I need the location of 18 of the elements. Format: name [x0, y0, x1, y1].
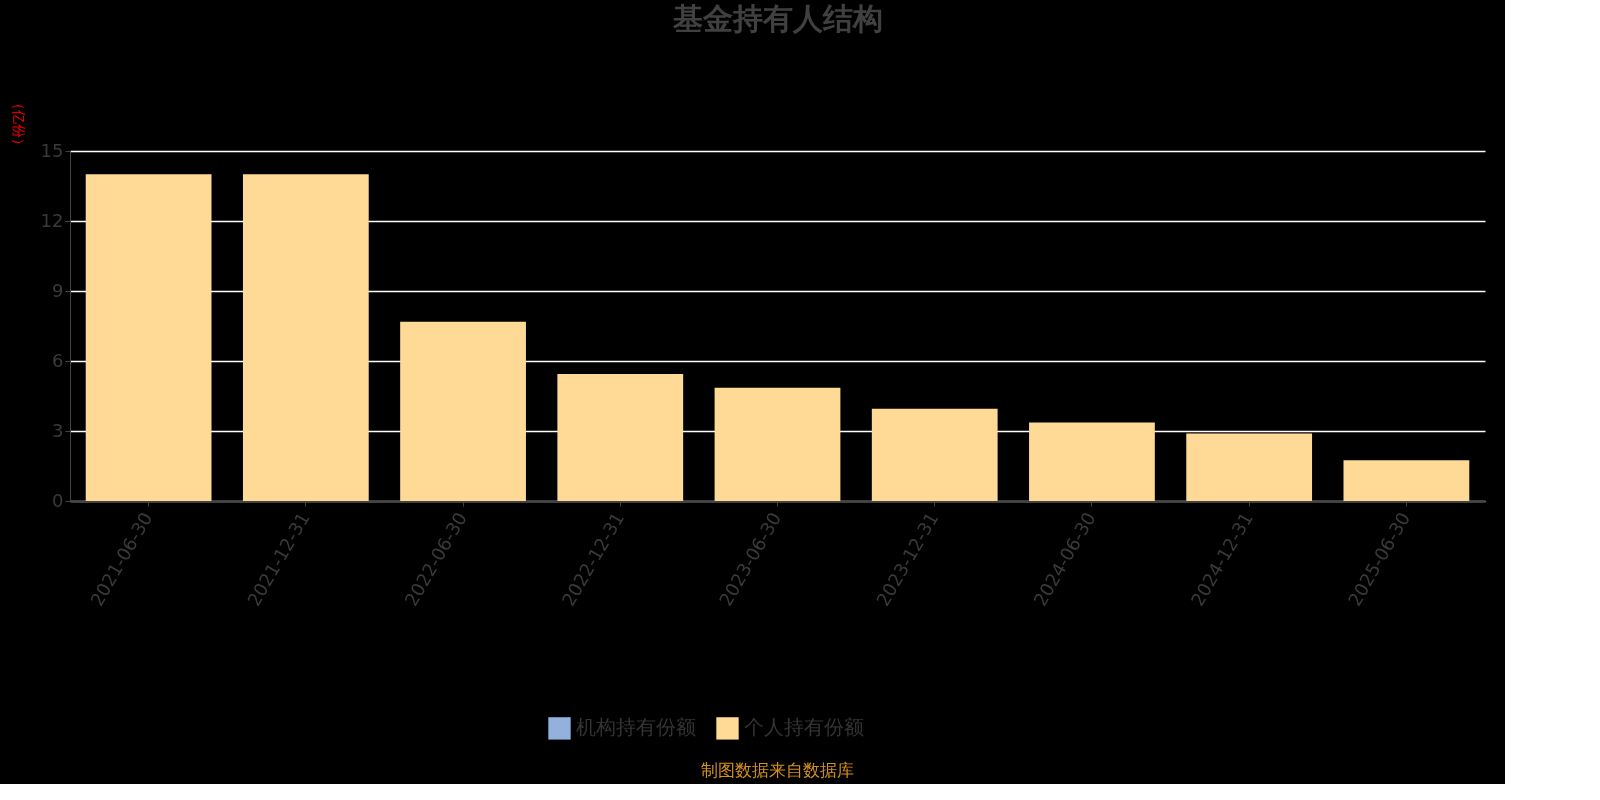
chart-title: 基金持有人结构: [671, 1, 883, 36]
bar: [714, 387, 841, 501]
y-tick-label: 3: [52, 419, 64, 441]
bar: [1343, 460, 1470, 501]
bar: [242, 174, 369, 501]
bar: [557, 374, 684, 501]
y-tick-label: 0: [52, 489, 64, 511]
bar: [871, 408, 998, 501]
y-tick-label: 9: [52, 279, 64, 301]
bar: [400, 321, 526, 501]
y-tick-label: 12: [40, 209, 64, 231]
y-tick-label: 15: [40, 139, 64, 161]
bar: [1029, 422, 1155, 501]
bar: [85, 174, 212, 501]
y-tick-label: 6: [52, 349, 64, 371]
text: 制图数据来自数据库: [701, 760, 854, 780]
bar: [1186, 433, 1313, 501]
y-axis-title: （亿份）: [10, 95, 27, 152]
